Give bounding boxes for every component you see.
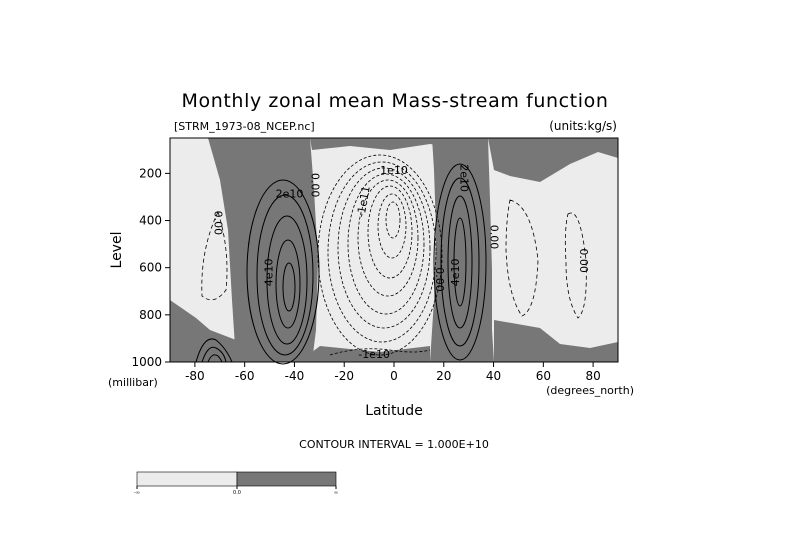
contour-line <box>282 262 296 312</box>
colorbar-label-min: -∞ <box>134 490 140 496</box>
contour-line <box>327 161 437 343</box>
positive-region-south-cell <box>208 138 318 362</box>
contour-line <box>505 199 539 317</box>
x-axis: -80 -60 -40 -20 0 20 40 60 80 <box>185 362 601 383</box>
equatorial-cell-contours <box>317 154 443 356</box>
positive-region-north-surface <box>494 320 618 362</box>
contour-line <box>377 193 407 259</box>
north-cell-contours <box>433 163 487 361</box>
contour-label: 0.00 <box>433 267 446 292</box>
x-tick-label: -40 <box>285 369 305 383</box>
contour-line <box>433 163 487 361</box>
contour-line <box>367 185 413 279</box>
positive-region-north-top <box>488 138 618 182</box>
x-tick-label: 80 <box>585 369 600 383</box>
contour-label: 4e10 <box>449 259 462 287</box>
colorbar-negative-swatch <box>136 471 238 487</box>
contour-line <box>564 212 587 319</box>
x-tick-label: 0 <box>390 369 398 383</box>
contour-label: 1e10 <box>380 164 408 177</box>
contour-label: 2e10 <box>276 188 304 201</box>
contour-line <box>347 173 425 315</box>
contour-line <box>357 179 419 297</box>
contour-line <box>275 239 301 329</box>
colorbar-label-max: ∞ <box>334 490 338 496</box>
chart-title: Monthly zonal mean Mass-stream function <box>182 90 609 112</box>
x-axis-label: Latitude <box>365 403 423 419</box>
contour-line <box>256 194 314 356</box>
contour-label: 0.00 <box>488 225 501 250</box>
y-axis-label: Level <box>109 232 125 269</box>
contour-line <box>453 217 467 307</box>
contour-label: 4e10 <box>263 259 276 287</box>
x-tick-label: -20 <box>334 369 354 383</box>
contour-line <box>385 201 401 239</box>
colorbar: -∞ 0.0 ∞ <box>134 471 338 496</box>
x-axis-units: (degrees_north) <box>546 384 634 397</box>
y-tick-label: 200 <box>139 166 162 180</box>
colorbar-positive-swatch <box>236 471 337 487</box>
positive-region-antarctic <box>170 300 236 362</box>
contour-line <box>317 154 443 356</box>
contour-line <box>337 167 431 329</box>
y-tick-label: 1000 <box>131 355 162 369</box>
positive-region-north-cell <box>430 138 494 362</box>
y-tick-label: 400 <box>139 214 162 228</box>
units-label: (units:kg/s) <box>549 119 617 133</box>
x-tick-label: -80 <box>185 369 205 383</box>
contour-interval-note: CONTOUR INTERVAL = 1.000E+10 <box>299 438 489 451</box>
contour-line <box>440 177 480 347</box>
contour-label: 0.00 <box>211 211 224 236</box>
x-tick-label: -60 <box>235 369 255 383</box>
file-label: [STRM_1973-08_NCEP.nc] <box>174 120 315 133</box>
x-tick-label: 60 <box>536 369 551 383</box>
contour-label: -1e10 <box>358 348 390 361</box>
contour-line <box>329 348 431 356</box>
x-tick-label: 40 <box>486 369 501 383</box>
y-axis: 200 400 600 800 1000 <box>131 166 170 369</box>
contour-line <box>201 346 227 363</box>
contour-label: 0.00 <box>577 248 590 273</box>
contour-line <box>266 215 308 345</box>
antarctic-contours <box>195 338 233 363</box>
positive-region-upper-band <box>310 138 470 150</box>
contour-line <box>201 210 228 301</box>
contour-label: 0.00 <box>308 173 321 198</box>
contour-line <box>195 338 233 363</box>
y-tick-label: 800 <box>139 308 162 322</box>
x-tick-label: 20 <box>436 369 451 383</box>
contour-label: 2e10 <box>458 164 471 192</box>
y-axis-units: (millibar) <box>108 376 158 389</box>
contour-line <box>207 354 223 363</box>
weak-negative-contours <box>201 199 587 319</box>
y-tick-label: 600 <box>139 261 162 275</box>
contour-line <box>447 195 473 329</box>
colorbar-label-zero: 0.0 <box>233 490 241 496</box>
contour-label: -1e11 <box>354 185 372 219</box>
